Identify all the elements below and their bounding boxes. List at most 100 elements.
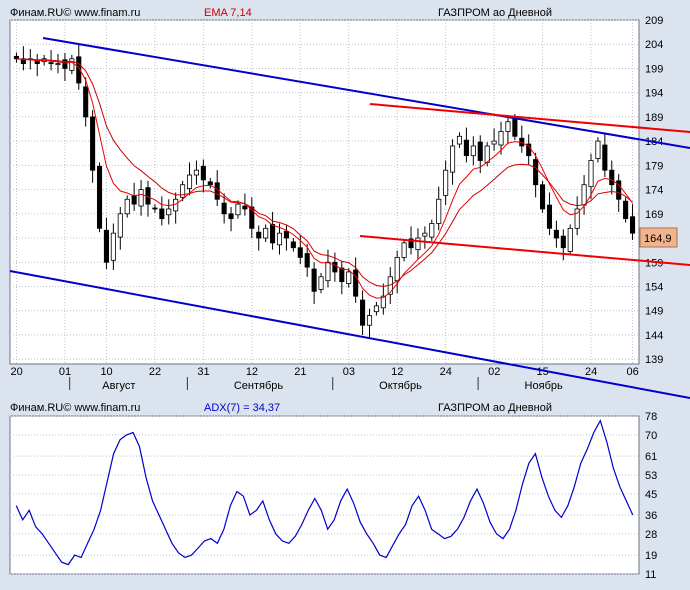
candle-body <box>124 198 130 215</box>
candle-body <box>567 227 573 252</box>
blue-channel-upper[interactable] <box>42 37 690 149</box>
red-channel-lower[interactable] <box>359 235 690 266</box>
candle-body <box>325 261 331 282</box>
price-y-tick-label: 139 <box>645 354 663 366</box>
adx-line <box>15 419 634 566</box>
candle-body <box>55 63 61 66</box>
price-x-tick-label: 31 <box>197 366 209 378</box>
price-y-tick-label: 209 <box>645 15 663 27</box>
candle-body <box>297 247 303 258</box>
candle-body <box>311 268 317 292</box>
candle-body <box>401 242 407 258</box>
candle-body <box>186 174 193 190</box>
price-x-tick-label: 02 <box>488 366 500 378</box>
price-month-labels: Август Сентябрь Октябрь Ноябрь <box>69 377 563 392</box>
price-y-tick-label: 169 <box>645 209 663 221</box>
price-x-tick-label: 06 <box>627 366 639 378</box>
candle-body <box>76 56 82 84</box>
candle-body <box>616 180 622 200</box>
candle-body <box>456 135 463 145</box>
candle-body <box>505 121 511 132</box>
price-x-tick-label: 22 <box>149 366 161 378</box>
candle-body <box>408 238 414 249</box>
adx-y-tick-label: 61 <box>645 451 657 463</box>
candlesticks <box>13 44 636 338</box>
price-panel-indicator: EMA 7,14 <box>204 7 252 19</box>
adx-y-tick-label: 53 <box>645 470 657 482</box>
price-y-tick-label: 179 <box>645 160 663 172</box>
adx-panel-indicator: ADX(7) = 34,37 <box>204 402 280 414</box>
adx-panel-source: Финам.RU© www.finam.ru <box>10 402 140 414</box>
adx-y-tick-label: 36 <box>645 510 657 522</box>
candle-body <box>62 59 68 69</box>
candle-body <box>415 237 421 251</box>
candle-body <box>318 276 324 290</box>
candle-body <box>373 305 379 313</box>
candle-body <box>131 194 137 205</box>
candle-body <box>360 299 366 326</box>
price-x-tick-label: 01 <box>59 366 71 378</box>
candle-body <box>263 227 269 239</box>
candle-body <box>173 198 179 212</box>
price-plot-area[interactable] <box>9 19 640 365</box>
price-y-tick-label: 144 <box>645 330 663 342</box>
candle-body <box>498 131 504 146</box>
candle-body <box>491 140 497 145</box>
candle-body <box>228 213 234 220</box>
candle-body <box>152 207 158 210</box>
candle-body <box>96 165 103 229</box>
month-label: Август <box>102 380 135 392</box>
candle-body <box>484 145 490 163</box>
adx-y-axis: 78 70 61 53 45 36 28 19 11 <box>645 411 657 581</box>
candle-body <box>595 140 601 159</box>
candle-body <box>117 213 123 238</box>
price-x-tick-label: 24 <box>440 366 452 378</box>
ema14-line <box>16 58 633 288</box>
last-price-marker <box>639 227 678 248</box>
candle-body <box>221 202 227 215</box>
candle-body <box>470 145 476 157</box>
candle-body <box>581 184 587 206</box>
candle-body <box>443 169 449 196</box>
candle-body <box>602 144 608 171</box>
candle-body <box>193 169 199 176</box>
red-channel-upper[interactable] <box>369 103 690 133</box>
price-x-tick-label: 12 <box>391 366 403 378</box>
candle-body <box>540 184 546 210</box>
price-x-tick-label: 03 <box>343 366 355 378</box>
candle-body <box>353 269 359 297</box>
candle-body <box>83 86 89 118</box>
last-price-label: 164,9 <box>644 233 672 245</box>
candle-body <box>207 181 213 186</box>
price-y-axis: 2092041991941891841791741691641591541491… <box>645 15 663 366</box>
candle-body <box>436 198 442 224</box>
candle-body <box>332 261 338 273</box>
adx-y-tick-label: 28 <box>645 529 657 541</box>
adx-y-tick-label: 70 <box>645 430 657 442</box>
blue-channel-lower[interactable] <box>9 270 690 399</box>
candle-body <box>180 184 186 198</box>
adx-plot-area[interactable] <box>9 415 640 575</box>
price-x-tick-label: 10 <box>100 366 112 378</box>
adx-y-tick-label: 45 <box>645 489 657 501</box>
candle-body <box>588 160 594 188</box>
candle-body <box>283 230 289 239</box>
month-label: Сентябрь <box>234 380 284 392</box>
price-panel-source: Финам.RU© www.finam.ru <box>10 7 140 19</box>
candle-body <box>366 315 373 326</box>
candle-body <box>276 232 283 246</box>
candle-body <box>574 208 580 229</box>
candle-body <box>256 231 262 239</box>
price-x-tick-label: 12 <box>246 366 258 378</box>
price-y-tick-label: 174 <box>645 185 663 197</box>
price-x-tick-label: 20 <box>10 366 22 378</box>
candle-body <box>159 208 165 220</box>
price-y-tick-label: 194 <box>645 88 663 100</box>
month-label: Ноябрь <box>525 380 563 392</box>
price-panel-instrument: ГАЗПРОМ ао Дневной <box>438 7 552 19</box>
candle-body <box>422 232 428 237</box>
candle-body <box>200 165 206 181</box>
candle-body <box>629 216 636 234</box>
adx-y-tick-label: 11 <box>645 569 656 581</box>
